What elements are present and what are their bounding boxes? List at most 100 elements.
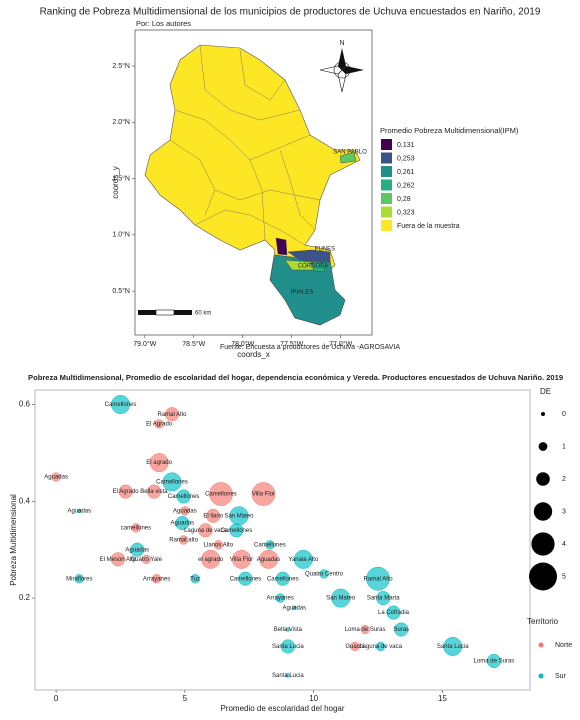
bubble xyxy=(141,554,151,565)
bubble xyxy=(350,641,360,652)
legend-label: Sur xyxy=(555,673,567,680)
point-label: San Mateo xyxy=(224,513,254,519)
point-label: Ramal alto xyxy=(169,538,198,544)
bubble xyxy=(443,637,463,656)
scale-label: 60 km xyxy=(195,311,211,317)
point-label: Arrayanes xyxy=(267,596,294,602)
bubble xyxy=(130,542,145,557)
legend-label: 0,323 xyxy=(397,209,415,216)
point-label: Aguadas xyxy=(283,605,307,611)
size-legend-label: 2 xyxy=(562,476,566,483)
bubble xyxy=(251,482,276,506)
bubble xyxy=(176,489,191,504)
bubble xyxy=(190,574,200,584)
size-legend-key xyxy=(529,562,557,591)
point-label: Villa Flor xyxy=(252,492,275,498)
region-label: IPIALES xyxy=(291,290,314,296)
bubble xyxy=(111,395,130,414)
size-legend-key xyxy=(541,412,545,416)
legend-label: Fuera de la muestra xyxy=(397,223,460,230)
legend-swatch xyxy=(381,220,392,231)
point-label: Quatro Centro xyxy=(305,571,344,577)
bubble xyxy=(51,472,61,482)
point-label: Loma de Suras xyxy=(345,627,386,633)
bubble xyxy=(394,622,409,637)
bubble xyxy=(360,624,370,635)
size-legend-label: 0 xyxy=(562,411,566,418)
x-tick-label: 78.5°W xyxy=(182,340,205,348)
point-label: Bella Vista xyxy=(274,627,303,633)
point-label: Tuz xyxy=(190,576,200,582)
bubble xyxy=(375,641,386,652)
point-label: Villa Flor xyxy=(230,557,253,563)
size-legend-key xyxy=(531,532,555,556)
bubble xyxy=(154,419,164,429)
bubble xyxy=(164,407,180,422)
size-legend-key xyxy=(533,502,553,521)
y-tick-label: 0.5°N xyxy=(112,287,130,295)
y-tick-label: 2.0°N xyxy=(112,118,130,126)
size-legend-label: 3 xyxy=(562,508,566,515)
point-label: Camellones xyxy=(156,480,188,486)
san-pablo-municipality xyxy=(339,151,357,164)
point-label: Aguadas xyxy=(125,547,149,553)
point-label: Santa Marta xyxy=(367,596,400,602)
bubble xyxy=(180,506,190,516)
point-label: Quatro Yale xyxy=(131,557,163,563)
bubble xyxy=(259,549,279,569)
bubble xyxy=(386,605,401,620)
bubble xyxy=(149,453,169,473)
bubble xyxy=(293,549,313,569)
point-label: Camellones xyxy=(205,492,237,498)
legend-title: Promedio Pobreza Multidimensional(IPM) xyxy=(380,126,519,135)
point-label: El Agrado xyxy=(146,421,173,427)
legend-swatch xyxy=(381,179,392,191)
x-tick-label: 79.0°W xyxy=(133,340,156,348)
bubble xyxy=(376,591,391,606)
point-label: camellones xyxy=(121,525,151,531)
bubble xyxy=(178,535,189,545)
bubble xyxy=(175,516,190,531)
bubble xyxy=(229,523,244,538)
north-arrow xyxy=(319,48,364,93)
bubble xyxy=(275,571,290,586)
region-label: CÓRDOBA xyxy=(298,263,328,270)
color-legend-key xyxy=(538,673,544,679)
bubble xyxy=(213,540,224,550)
y-axis-title: coords_y xyxy=(111,166,120,198)
bubble xyxy=(206,508,221,523)
point-label: Camellones xyxy=(221,528,253,534)
map-caption: Fuente: Encuesta a productores de Uchuva… xyxy=(220,344,400,351)
scale-bar xyxy=(138,309,192,316)
point-label: La Cofradia xyxy=(378,610,410,616)
bubble xyxy=(74,574,84,584)
color-legend-title: Territorio xyxy=(527,617,559,626)
map-title: Ranking de Pobreza Multidimensional de l… xyxy=(40,7,541,18)
bubble xyxy=(146,484,162,499)
point-label: El llano xyxy=(203,513,223,519)
y-tick-label: 0.2 xyxy=(19,593,31,602)
region-label: SAN PABLO xyxy=(333,150,367,156)
point-label: Santa Lucia xyxy=(437,644,469,650)
point-label: Camellones xyxy=(254,542,286,548)
x-tick-label: 0 xyxy=(54,694,59,703)
bubble xyxy=(275,593,285,603)
small-municipality xyxy=(311,261,327,273)
northern-municipality xyxy=(287,249,331,263)
bubble xyxy=(77,508,82,514)
y-tick-label: 0.4 xyxy=(19,496,31,505)
bubble xyxy=(486,653,501,669)
bubble xyxy=(285,627,291,632)
point-label: Laguna de vaca xyxy=(359,644,402,650)
bubble xyxy=(110,552,125,567)
point-label: San Mateo xyxy=(326,596,356,602)
point-label: Bella vista xyxy=(140,489,168,495)
point-label: Santa Lucia xyxy=(272,673,304,679)
legend-label: 0,261 xyxy=(397,169,415,176)
point-label: Loma de Suras xyxy=(474,659,515,665)
color-legend-key xyxy=(538,642,544,648)
bubble xyxy=(198,523,213,538)
point-label: Arrayanes xyxy=(143,576,170,582)
legend-label: 0,28 xyxy=(397,196,411,203)
point-label: el agrado xyxy=(198,557,224,563)
